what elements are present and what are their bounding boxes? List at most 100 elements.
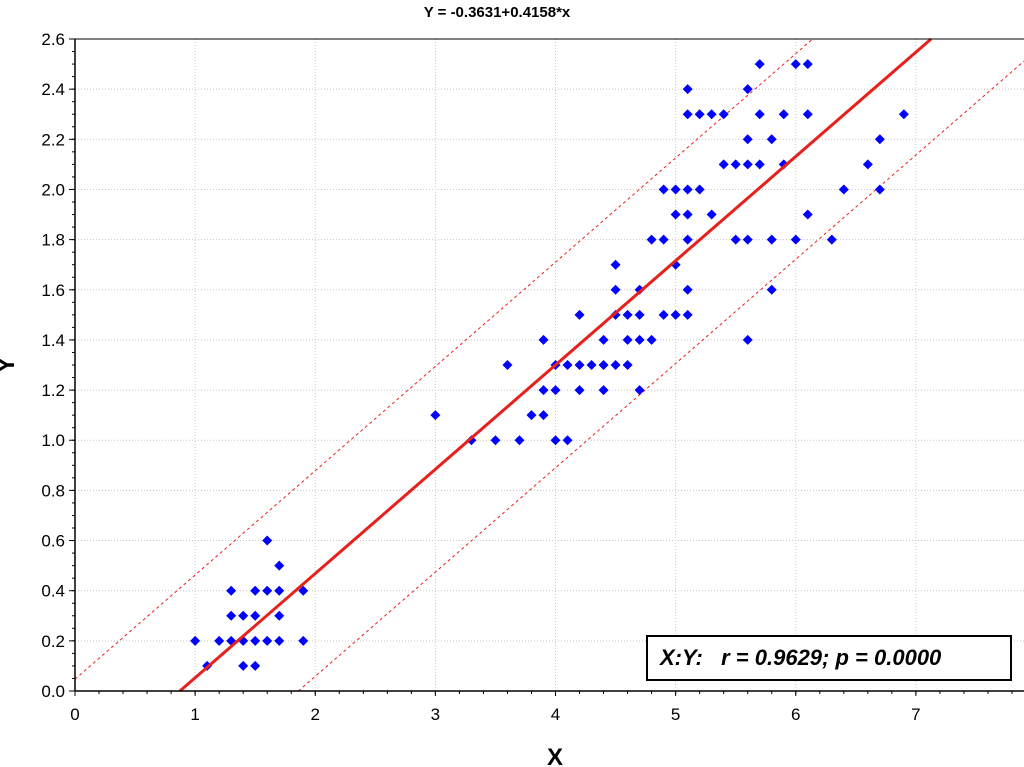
data-point bbox=[838, 184, 849, 195]
data-point bbox=[874, 184, 885, 195]
data-point bbox=[622, 334, 633, 345]
data-point bbox=[298, 585, 309, 596]
x-tick-label: 4 bbox=[551, 705, 560, 724]
data-point bbox=[754, 159, 765, 170]
data-point bbox=[766, 284, 777, 295]
data-point bbox=[526, 410, 537, 421]
y-tick-label: 1.4 bbox=[41, 331, 65, 350]
data-point bbox=[718, 159, 729, 170]
data-point bbox=[730, 234, 741, 245]
data-point bbox=[694, 184, 705, 195]
data-point bbox=[274, 635, 285, 646]
data-point bbox=[742, 234, 753, 245]
data-point bbox=[538, 385, 549, 396]
data-point bbox=[706, 109, 717, 120]
data-point bbox=[574, 360, 585, 370]
data-point bbox=[874, 134, 885, 145]
x-tick-label: 1 bbox=[190, 705, 199, 724]
data-point bbox=[562, 360, 573, 370]
data-point bbox=[598, 334, 609, 345]
y-tick-label: 1.2 bbox=[41, 381, 65, 400]
data-point bbox=[802, 59, 813, 70]
data-point bbox=[742, 159, 753, 170]
data-point bbox=[430, 410, 441, 421]
data-point bbox=[778, 159, 789, 170]
data-point bbox=[610, 259, 621, 270]
data-point bbox=[682, 234, 693, 245]
y-tick-label: 1.0 bbox=[41, 431, 65, 450]
data-point bbox=[634, 309, 645, 320]
data-point bbox=[646, 334, 657, 345]
plot-area bbox=[74, 37, 1024, 693]
data-point bbox=[718, 109, 729, 120]
data-point bbox=[742, 334, 753, 345]
data-point bbox=[586, 360, 597, 370]
data-point bbox=[658, 234, 669, 245]
data-point bbox=[262, 585, 273, 596]
data-point bbox=[634, 385, 645, 396]
data-point bbox=[670, 184, 681, 195]
x-tick-label: 5 bbox=[671, 705, 680, 724]
data-point bbox=[802, 209, 813, 220]
data-point bbox=[682, 284, 693, 295]
data-point bbox=[262, 635, 273, 646]
data-point bbox=[250, 660, 261, 671]
data-point bbox=[646, 234, 657, 245]
lower-band-line bbox=[298, 60, 1024, 692]
data-point bbox=[274, 610, 285, 621]
data-point bbox=[682, 109, 693, 120]
data-point bbox=[490, 435, 501, 446]
data-point bbox=[766, 234, 777, 245]
data-point bbox=[706, 209, 717, 220]
data-point bbox=[766, 134, 777, 145]
data-point bbox=[898, 109, 909, 120]
data-point bbox=[298, 635, 309, 646]
x-tick-label: 3 bbox=[431, 705, 440, 724]
data-point bbox=[238, 660, 249, 671]
data-point bbox=[190, 635, 201, 646]
data-point bbox=[598, 360, 609, 370]
y-tick-label: 2.0 bbox=[41, 180, 65, 199]
data-point bbox=[610, 360, 621, 370]
data-point bbox=[790, 59, 801, 70]
data-point bbox=[862, 159, 873, 170]
data-point bbox=[574, 385, 585, 396]
data-point bbox=[262, 535, 273, 546]
y-tick-label: 2.6 bbox=[41, 30, 65, 49]
x-axis-label: X bbox=[547, 744, 563, 767]
chart-title: Y = -0.3631+0.4158*x bbox=[424, 4, 571, 21]
x-tick-label: 6 bbox=[791, 705, 800, 724]
data-point bbox=[658, 184, 669, 195]
data-point bbox=[670, 309, 681, 320]
data-point bbox=[742, 134, 753, 145]
data-point bbox=[574, 309, 585, 320]
data-point bbox=[226, 610, 237, 621]
upper-band-line bbox=[74, 38, 813, 680]
data-point bbox=[754, 109, 765, 120]
data-point bbox=[598, 385, 609, 396]
y-tick-label: 1.8 bbox=[41, 231, 65, 250]
y-tick-label: 1.6 bbox=[41, 281, 65, 300]
x-tick-label: 7 bbox=[911, 705, 920, 724]
regression-line bbox=[178, 37, 933, 693]
data-point bbox=[502, 360, 513, 370]
grid bbox=[75, 38, 1024, 691]
x-tick-label: 0 bbox=[70, 705, 79, 724]
data-point bbox=[790, 234, 801, 245]
data-point bbox=[694, 109, 705, 120]
data-point bbox=[634, 334, 645, 345]
data-point bbox=[214, 635, 225, 646]
correlation-annotation: X:Y: r = 0.9629; p = 0.0000 bbox=[646, 635, 1012, 681]
y-axis-label: Y bbox=[0, 357, 20, 373]
data-point bbox=[550, 385, 561, 396]
y-tick-label: 0.4 bbox=[41, 582, 65, 601]
data-point bbox=[538, 334, 549, 345]
data-point bbox=[238, 610, 249, 621]
data-point bbox=[250, 585, 261, 596]
y-tick-label: 2.4 bbox=[41, 80, 65, 99]
data-point bbox=[562, 435, 573, 446]
x-tick-label: 2 bbox=[311, 705, 320, 724]
y-tick-label: 0.6 bbox=[41, 532, 65, 551]
data-point bbox=[682, 309, 693, 320]
